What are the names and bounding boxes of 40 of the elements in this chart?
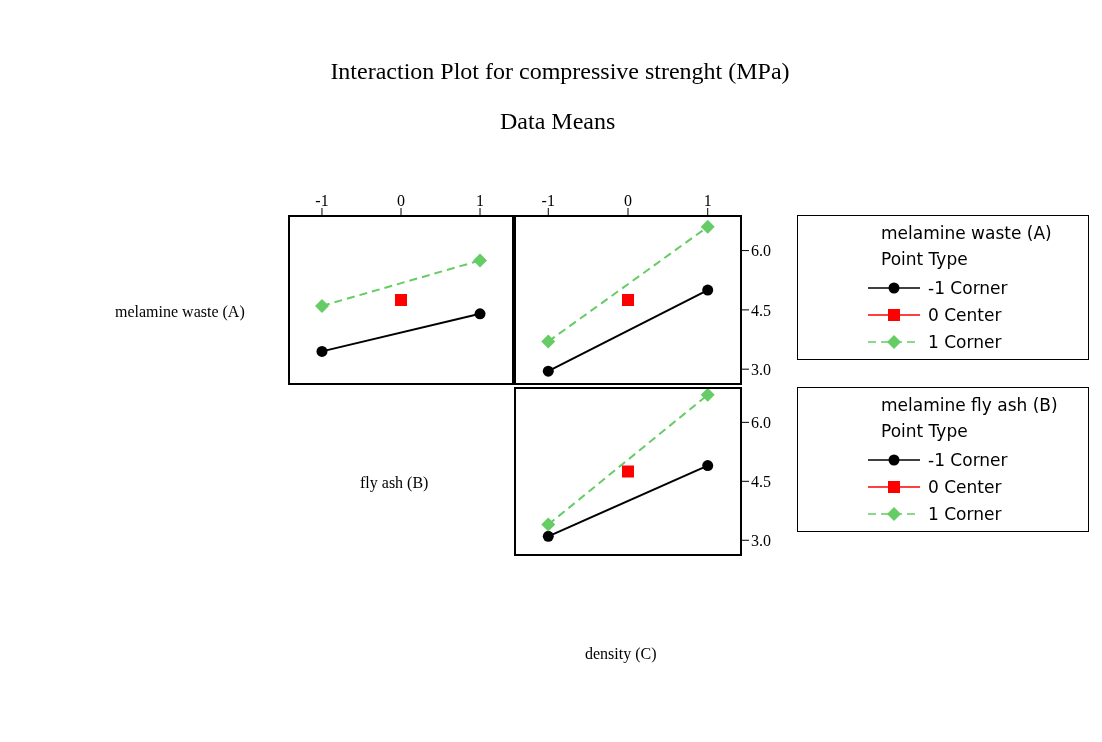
y-tick-label: 6.0 (751, 414, 771, 432)
y-tick-label: 3.0 (751, 531, 771, 549)
point (316, 345, 328, 357)
x-tick-label: -1 (541, 192, 555, 209)
y-axis-title: melamine waste (A) (115, 303, 245, 321)
point (542, 365, 554, 377)
point (542, 530, 554, 542)
x-tick-label: 0 (397, 192, 405, 209)
point (622, 465, 634, 478)
y-tick-label: 6.0 (751, 242, 771, 260)
legend-title: melamine fly ash (B) Point Type (880, 394, 1059, 443)
point (473, 253, 488, 268)
y-tick-label: 4.5 (751, 301, 771, 319)
x-tick-label: 0 (624, 192, 632, 209)
chart-title: Interaction Plot for compressive strenght (MPa) (329, 58, 791, 85)
point (702, 460, 714, 472)
point (700, 387, 715, 402)
legend-label: 0 Center (928, 304, 1002, 325)
x-tick-label: 1 (476, 192, 485, 209)
legend-title: melamine waste (A) Point Type (880, 222, 1053, 271)
x-tick-label: 1 (703, 192, 712, 209)
legend-label: 1 Corner (928, 331, 1002, 352)
point (314, 298, 329, 313)
point (541, 334, 556, 349)
y-tick-label: 3.0 (751, 360, 771, 378)
legend-label: 0 Center (928, 476, 1002, 497)
legend-label: -1 Corner (928, 277, 1008, 298)
y-tick-label: 4.5 (751, 473, 771, 491)
point (474, 308, 486, 320)
point (700, 219, 715, 234)
y-axis-title: fly ash (B) (360, 474, 429, 492)
point (395, 294, 407, 306)
point (702, 284, 714, 296)
point (622, 294, 634, 306)
x-axis-title: density (C) (585, 645, 657, 663)
chart-subtitle: Data Means (500, 108, 616, 135)
x-tick-label: -1 (315, 192, 329, 209)
legend-label: 1 Corner (928, 503, 1002, 524)
point (541, 517, 556, 532)
legend-label: -1 Corner (928, 449, 1008, 470)
